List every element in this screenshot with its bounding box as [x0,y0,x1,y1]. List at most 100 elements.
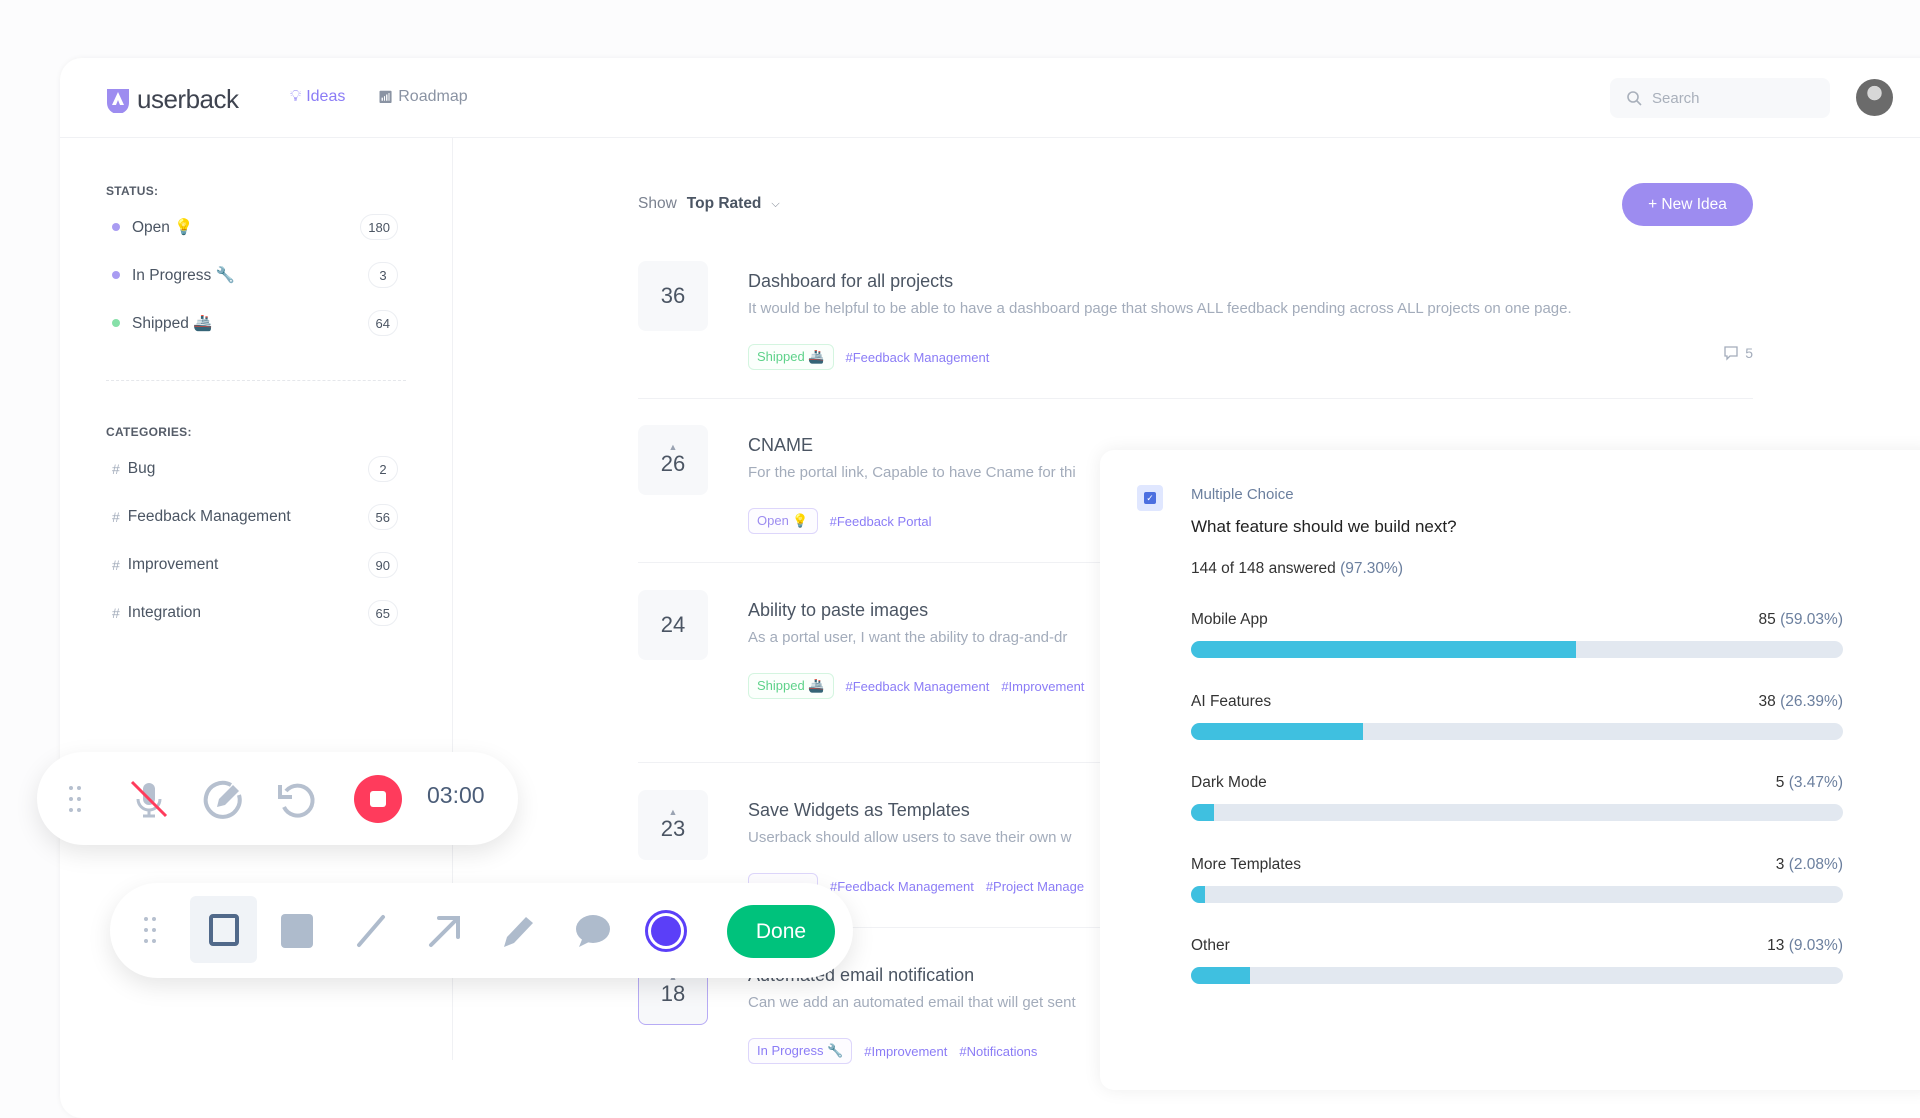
idea-item[interactable]: ▲ 26 CNAME For the portal link, Capable t… [638,425,1753,585]
category-tag[interactable]: #Feedback Portal [829,513,932,529]
option-bar-fill [1191,722,1364,740]
status-dot-icon [112,271,120,279]
microphone-muted-icon[interactable] [126,776,172,822]
drag-handle-icon[interactable] [63,782,87,816]
comment-count-value: 5 [1745,345,1753,361]
poll-option: Mobile App 85 (59.03%) [1191,611,1843,658]
category-tag[interactable]: #Notifications [959,1043,1038,1059]
vote-count: 18 [660,981,686,1006]
color-swatch-icon [651,916,681,946]
rectangle-outline-icon [208,913,239,946]
status-badge[interactable]: Shipped 🚢 [748,344,834,370]
search-icon [1627,91,1642,106]
show-label: Show [638,195,677,212]
status-filter-item[interactable]: Open 💡 180 [112,212,398,242]
category-tag[interactable]: #Feedback Management [830,878,974,894]
category-filter-item[interactable]: # Bug 2 [112,454,398,484]
comment-count[interactable]: 5 [1723,345,1753,361]
idea-description: For the portal link, Capable to have Cna… [748,464,1076,481]
chevron-down-icon: ⌵ [771,197,780,210]
idea-tags: In Progress 🔧 #Improvement #Notifications [748,1038,1037,1064]
avatar[interactable] [1856,79,1893,116]
checkbox-icon: ✓ [1137,485,1163,511]
category-tag[interactable]: #Feedback Management [845,678,990,694]
vote-button[interactable]: ▲ 23 [638,790,708,860]
undo-icon[interactable] [273,776,319,822]
category-filter-item[interactable]: # Feedback Management 56 [112,502,398,532]
status-badge[interactable]: Shipped 🚢 [748,673,834,699]
status-filter-item[interactable]: Shipped 🚢 64 [112,308,398,338]
idea-tags: Shipped 🚢 #Feedback Management #Improvemen… [748,673,1084,699]
option-bar-track [1191,722,1843,740]
question-type: Multiple Choice [1191,486,1294,503]
status-filter-item[interactable]: In Progress 🔧 3 [112,260,398,290]
pencil-tool[interactable] [498,911,538,951]
status-heading: STATUS: [106,184,159,198]
option-bar-fill [1191,967,1250,984]
vote-button[interactable]: 36 [638,261,708,331]
filled-rectangle-tool[interactable] [277,911,317,951]
status-badge[interactable]: In Progress 🔧 [748,1038,853,1064]
vote-button[interactable]: 24 [638,590,708,660]
category-count: 90 [367,552,398,578]
comment-tool[interactable] [572,911,612,951]
vote-button[interactable]: ▲ 26 [638,425,708,495]
idea-item[interactable]: 24 Ability to paste images As a portal u… [638,590,1753,763]
nav-roadmap[interactable]: 📶︎ Roadmap [378,88,468,106]
option-count: 3 [1775,855,1785,873]
status-badge[interactable]: Open 💡 [748,508,818,534]
color-picker[interactable] [645,910,687,952]
sort-dropdown[interactable]: Show Top Rated ⌵ [638,195,780,213]
vote-count: 23 [660,816,686,841]
category-tag[interactable]: #Feedback Management [845,349,990,365]
idea-tags: Open 💡 #Feedback Portal [748,508,932,534]
idea-divider [638,398,1753,399]
logo[interactable]: userback [105,84,239,115]
nav-roadmap-label: Roadmap [398,88,468,105]
drag-handle-icon[interactable] [140,915,160,945]
option-bar-track [1191,641,1843,658]
poll-results-panel: ✓ Multiple Choice What feature should we… [1100,450,1920,1090]
hash-icon: # [112,509,120,525]
logo-text: userback [137,84,239,114]
poll-option: Dark Mode 5 (3.47%) [1191,774,1843,821]
category-count: 2 [368,456,398,482]
poll-option: AI Features 38 (26.39%) [1191,693,1843,740]
rectangle-tool[interactable] [190,896,257,963]
new-idea-button[interactable]: + New Idea [1622,183,1753,226]
answered-count: 144 of 148 answered [1191,560,1336,577]
option-bar-fill [1191,885,1205,903]
status-label: In Progress 🔧 [132,266,235,284]
idea-item[interactable]: 36 Dashboard for all projects It would b… [638,261,1753,421]
line-tool[interactable] [351,911,391,951]
arrow-tool[interactable] [425,911,465,951]
speech-bubble-icon [576,915,610,947]
idea-title[interactable]: Save Widgets as Templates [748,800,970,820]
option-percent: (59.03%) [1780,611,1843,628]
recording-toolbar: 03:00 [37,752,518,845]
idea-title[interactable]: CNAME [748,435,814,455]
category-tag[interactable]: #Project Manage [985,878,1085,894]
answered-summary: 144 of 148 answered (97.30%) [1191,560,1403,578]
search-input[interactable]: Search [1610,78,1830,118]
answered-percent: (97.30%) [1340,560,1403,577]
annotate-icon[interactable] [200,776,246,822]
option-bar-fill [1191,804,1214,821]
idea-title[interactable]: Dashboard for all projects [748,271,954,291]
poll-option: Other 13 (9.03%) [1191,937,1843,984]
upvote-arrow-icon: ▲ [668,442,678,452]
lightbulb-icon: 💡︎ [290,88,302,105]
stop-recording-button[interactable] [354,775,402,823]
category-filter-item[interactable]: # Improvement 90 [112,550,398,580]
category-label: Improvement [127,556,219,573]
status-dot-icon [112,319,120,327]
category-filter-item[interactable]: # Integration 65 [112,598,398,628]
category-tag[interactable]: #Improvement [864,1043,948,1059]
category-tag[interactable]: #Improvement [1001,678,1085,694]
nav-ideas[interactable]: 💡︎ Ideas [290,88,345,106]
done-button[interactable]: Done [727,905,835,958]
sidebar-separator [106,380,406,381]
idea-description: Userback should allow users to save thei… [748,829,1072,846]
categories-heading: CATEGORIES: [106,425,192,439]
idea-title[interactable]: Ability to paste images [748,600,929,620]
